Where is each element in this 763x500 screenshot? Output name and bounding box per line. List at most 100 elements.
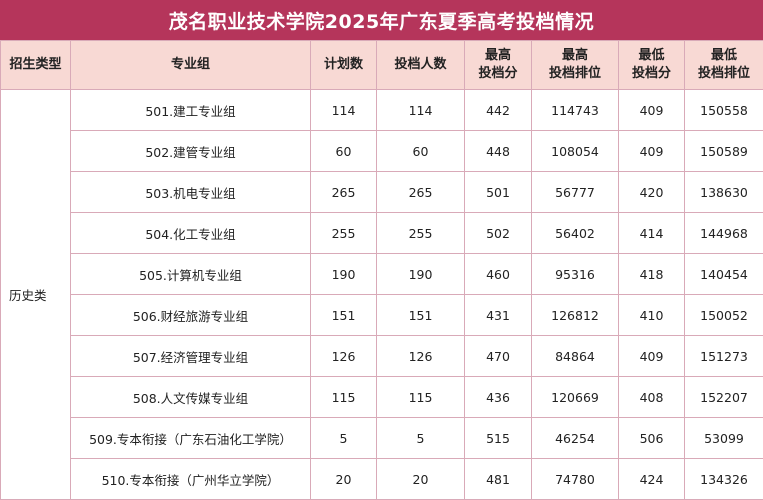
header-min-rank-line2: 投档排位 [698, 66, 750, 81]
header-min-rank-line1: 最低 [711, 48, 737, 63]
cell-admitted: 151 [377, 295, 465, 336]
header-admitted: 投档人数 [377, 41, 465, 90]
cell-plan: 190 [311, 254, 377, 295]
header-group: 专业组 [71, 41, 311, 90]
cell-group: 501.建工专业组 [71, 90, 311, 131]
header-min-rank: 最低投档排位 [685, 41, 763, 90]
cell-min-rank: 134326 [685, 459, 763, 500]
header-min-score-line2: 投档分 [632, 66, 671, 81]
cell-max-score: 502 [465, 213, 532, 254]
cell-admitted: 115 [377, 377, 465, 418]
header-max-rank-line2: 投档排位 [549, 66, 601, 81]
cell-plan: 114 [311, 90, 377, 131]
cell-min-rank: 150052 [685, 295, 763, 336]
cell-max-rank: 126812 [532, 295, 619, 336]
header-max-rank-line1: 最高 [562, 48, 588, 63]
cell-max-rank: 84864 [532, 336, 619, 377]
cell-max-rank: 46254 [532, 418, 619, 459]
cell-admitted: 5 [377, 418, 465, 459]
cell-min-score: 408 [619, 377, 685, 418]
cell-max-score: 501 [465, 172, 532, 213]
cell-max-score: 481 [465, 459, 532, 500]
cell-min-score: 506 [619, 418, 685, 459]
cell-max-rank: 56777 [532, 172, 619, 213]
cell-max-score: 448 [465, 131, 532, 172]
cell-plan: 126 [311, 336, 377, 377]
cell-max-score: 515 [465, 418, 532, 459]
header-plan: 计划数 [311, 41, 377, 90]
cell-max-rank: 108054 [532, 131, 619, 172]
cell-group: 505.计算机专业组 [71, 254, 311, 295]
cell-admitted: 20 [377, 459, 465, 500]
cell-plan: 151 [311, 295, 377, 336]
cell-group: 502.建管专业组 [71, 131, 311, 172]
cell-max-rank: 114743 [532, 90, 619, 131]
cell-min-rank: 140454 [685, 254, 763, 295]
cell-min-rank: 53099 [685, 418, 763, 459]
header-max-score-line1: 最高 [485, 48, 511, 63]
cell-min-score: 420 [619, 172, 685, 213]
cell-group: 507.经济管理专业组 [71, 336, 311, 377]
cell-min-score: 409 [619, 336, 685, 377]
cell-min-rank: 150589 [685, 131, 763, 172]
header-category: 招生类型 [1, 41, 71, 90]
cell-min-rank: 152207 [685, 377, 763, 418]
cell-min-rank: 151273 [685, 336, 763, 377]
cell-max-score: 431 [465, 295, 532, 336]
header-max-score: 最高投档分 [465, 41, 532, 90]
cell-plan: 115 [311, 377, 377, 418]
cell-min-score: 409 [619, 90, 685, 131]
cell-plan: 20 [311, 459, 377, 500]
cell-max-score: 436 [465, 377, 532, 418]
cell-max-rank: 56402 [532, 213, 619, 254]
header-row: 招生类型 专业组 计划数 投档人数 最高投档分 最高投档排位 最低投档分 最低投… [1, 41, 763, 90]
cell-min-score: 418 [619, 254, 685, 295]
cell-max-score: 460 [465, 254, 532, 295]
cell-plan: 265 [311, 172, 377, 213]
cell-plan: 255 [311, 213, 377, 254]
cell-min-score: 410 [619, 295, 685, 336]
cell-admitted: 126 [377, 336, 465, 377]
cell-admitted: 114 [377, 90, 465, 131]
cell-admitted: 60 [377, 131, 465, 172]
header-max-score-line2: 投档分 [478, 66, 517, 81]
cell-group: 509.专本衔接（广东石油化工学院） [71, 418, 311, 459]
cell-plan: 60 [311, 131, 377, 172]
cell-admitted: 190 [377, 254, 465, 295]
cell-min-score: 414 [619, 213, 685, 254]
cell-min-rank: 138630 [685, 172, 763, 213]
admission-table: 招生类型 专业组 计划数 投档人数 最高投档分 最高投档排位 最低投档分 最低投… [0, 40, 763, 500]
cell-max-score: 470 [465, 336, 532, 377]
page-title: 茂名职业技术学院2025年广东夏季高考投档情况 [0, 0, 763, 40]
cell-min-score: 409 [619, 131, 685, 172]
cell-category: 历史类 [1, 90, 71, 500]
cell-min-score: 424 [619, 459, 685, 500]
cell-group: 510.专本衔接（广州华立学院） [71, 459, 311, 500]
cell-admitted: 255 [377, 213, 465, 254]
cell-max-score: 442 [465, 90, 532, 131]
cell-group: 506.财经旅游专业组 [71, 295, 311, 336]
cell-min-rank: 144968 [685, 213, 763, 254]
cell-max-rank: 74780 [532, 459, 619, 500]
cell-max-rank: 95316 [532, 254, 619, 295]
cell-group: 503.机电专业组 [71, 172, 311, 213]
cell-group: 508.人文传媒专业组 [71, 377, 311, 418]
cell-admitted: 265 [377, 172, 465, 213]
cell-group: 504.化工专业组 [71, 213, 311, 254]
header-min-score-line1: 最低 [638, 48, 664, 63]
cell-max-rank: 120669 [532, 377, 619, 418]
header-max-rank: 最高投档排位 [532, 41, 619, 90]
cell-plan: 5 [311, 418, 377, 459]
header-min-score: 最低投档分 [619, 41, 685, 90]
cell-min-rank: 150558 [685, 90, 763, 131]
